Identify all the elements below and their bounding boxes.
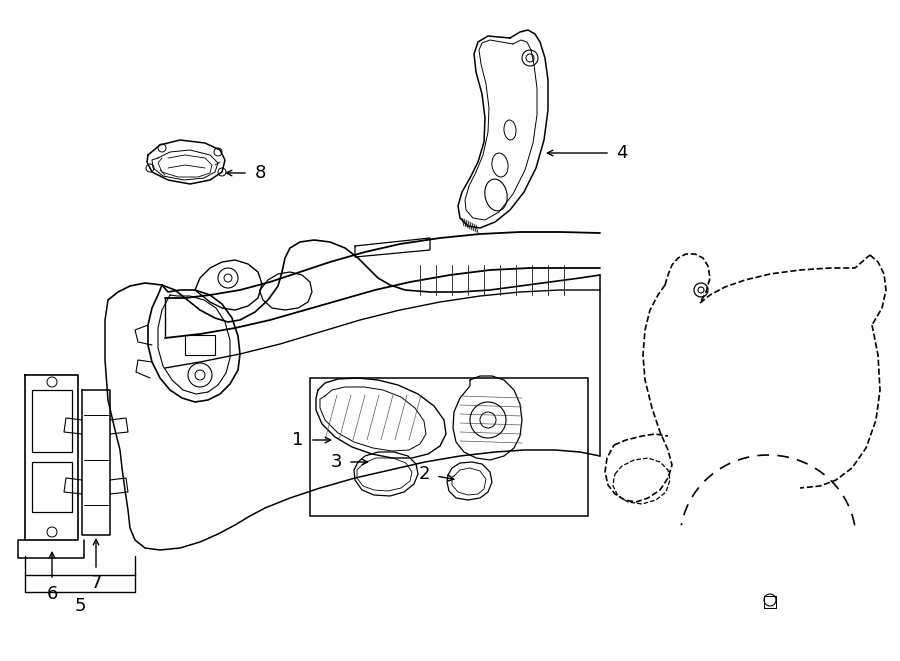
Text: 3: 3: [330, 453, 342, 471]
Text: 6: 6: [46, 585, 58, 603]
Text: 8: 8: [255, 164, 266, 182]
Bar: [310, 378, 588, 516]
Text: 5: 5: [74, 597, 86, 615]
Text: 2: 2: [418, 465, 430, 483]
Text: 7: 7: [90, 574, 102, 592]
Text: 4: 4: [616, 144, 628, 162]
Text: 1: 1: [292, 431, 303, 449]
